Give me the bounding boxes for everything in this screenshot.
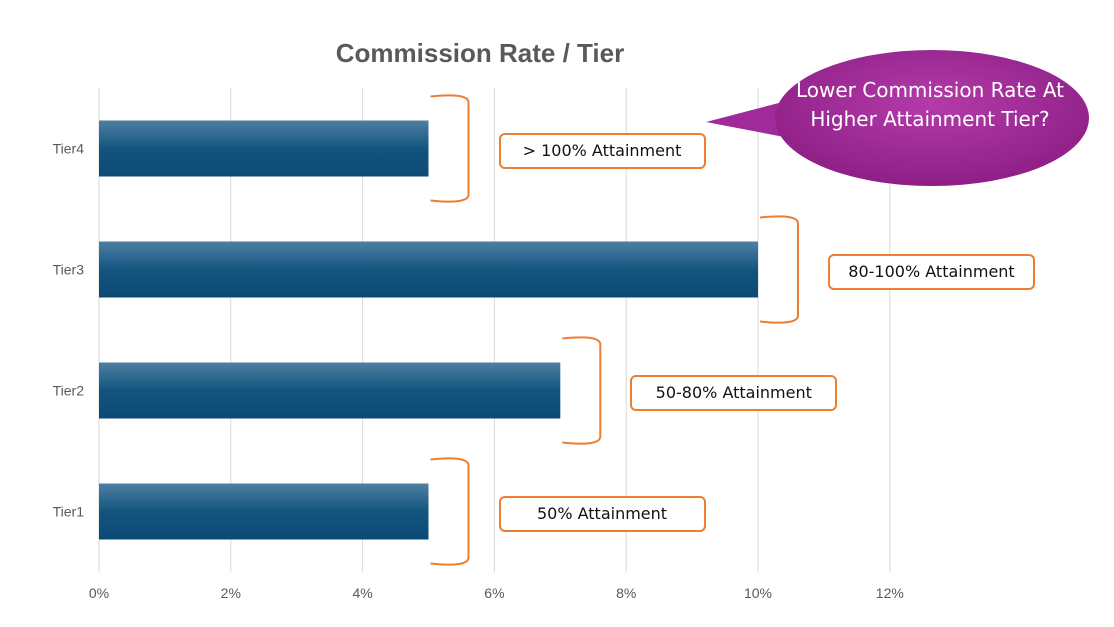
x-tick-label: 10%: [744, 585, 772, 601]
bar-tier2: [99, 362, 561, 419]
x-tick-labels: 0% 2% 4% 6% 8% 10% 12%: [89, 585, 904, 601]
x-tick-label: 0%: [89, 585, 109, 601]
x-tick-label: 8%: [616, 585, 636, 601]
bar-tier4: [99, 120, 429, 177]
category-label: Tier3: [53, 262, 85, 278]
category-label: Tier1: [53, 504, 85, 520]
x-tick-label: 6%: [484, 585, 504, 601]
callout-text: Lower Commission Rate At Higher Attainme…: [795, 78, 1065, 131]
brackets: [430, 94, 799, 566]
bracket-tier2: [562, 336, 602, 445]
bars: [99, 120, 758, 540]
callout-ellipse: [775, 50, 1089, 186]
annotation-tier2: 50-80% Attainment: [630, 374, 838, 411]
bracket-tier3: [759, 215, 799, 324]
bracket-tier4: [430, 94, 470, 203]
x-tick-label: 2%: [221, 585, 241, 601]
category-label: Tier2: [53, 383, 85, 399]
category-labels: Tier1 Tier2 Tier3 Tier4: [53, 141, 85, 520]
x-tick-label: 4%: [352, 585, 372, 601]
annotation-tier3: 80-100% Attainment: [828, 253, 1035, 290]
annotation-tier1: 50% Attainment: [498, 495, 706, 532]
x-tick-label: 12%: [876, 585, 904, 601]
bar-tier1: [99, 483, 429, 540]
chart-title: Commission Rate / Tier: [336, 38, 625, 68]
category-label: Tier4: [53, 141, 85, 157]
bracket-tier1: [430, 457, 470, 566]
annotation-tier4: > 100% Attainment: [498, 132, 706, 169]
bar-tier3: [99, 241, 758, 298]
callout-bubble: [706, 50, 1089, 186]
